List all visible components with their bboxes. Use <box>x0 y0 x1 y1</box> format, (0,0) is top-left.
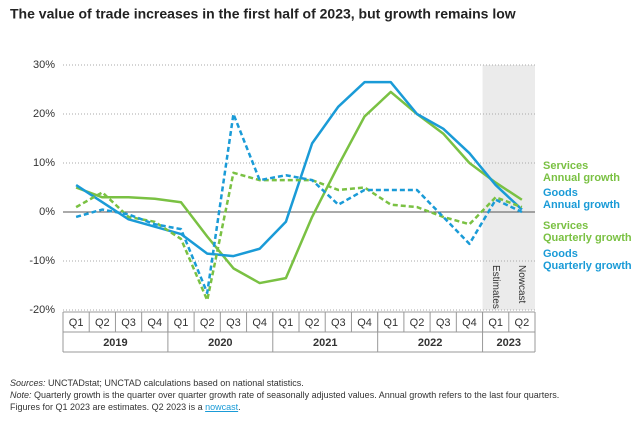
series-line <box>75 171 523 302</box>
x-tick-label: Q2 <box>200 317 215 329</box>
x-tick-label: Q4 <box>462 317 477 329</box>
note-text-2: Figures for Q1 2023 are estimates. Q2 20… <box>10 402 206 412</box>
y-tick-label: -10% <box>29 255 55 267</box>
legend-entry: Services Quarterly growth <box>543 220 632 244</box>
x-tick-label: Q3 <box>331 317 346 329</box>
note-2: Figures for Q1 2023 are estimates. Q2 20… <box>10 402 241 412</box>
sources-text: UNCTADstat; UNCTAD calculations based on… <box>45 378 304 388</box>
x-tick-label: Q1 <box>488 317 503 329</box>
y-tick-label: -20% <box>29 304 55 316</box>
year-label: 2021 <box>313 337 337 349</box>
year-label: 2023 <box>497 337 521 349</box>
x-tick-label: Q2 <box>305 317 320 329</box>
x-tick-label: Q2 <box>410 317 425 329</box>
x-tick-label: Q1 <box>279 317 294 329</box>
chart-title: The value of trade increases in the firs… <box>10 6 516 22</box>
year-label: 2022 <box>418 337 442 349</box>
note-text: Quarterly growth is the quarter over qua… <box>31 390 560 400</box>
year-label: 2019 <box>103 337 127 349</box>
x-tick-label: Q1 <box>69 317 84 329</box>
x-tick-label: Q4 <box>252 317 267 329</box>
series-line <box>75 112 523 295</box>
x-tick-label: Q2 <box>95 317 110 329</box>
x-tick-label: Q4 <box>357 317 372 329</box>
x-tick-label: Q1 <box>174 317 189 329</box>
year-label: 2020 <box>208 337 232 349</box>
y-tick-label: 0% <box>39 206 55 218</box>
y-tick-label: 10% <box>33 157 55 169</box>
note: Note: Quarterly growth is the quarter ov… <box>10 390 559 400</box>
series-line <box>75 80 523 258</box>
sources: Sources: UNCTADstat; UNCTAD calculations… <box>10 378 304 388</box>
note-label: Note: <box>10 390 32 400</box>
legend-entry: Goods Annual growth <box>543 187 620 211</box>
x-tick-label: Q3 <box>226 317 241 329</box>
x-tick-label: Q3 <box>121 317 136 329</box>
series-line <box>75 90 523 285</box>
x-tick-label: Q2 <box>515 317 530 329</box>
legend-entry: Services Annual growth <box>543 160 620 184</box>
x-tick-label: Q1 <box>383 317 398 329</box>
legend-entry: Goods Quarterly growth <box>543 248 632 272</box>
shaded-label: Estimates <box>490 265 501 309</box>
sources-label: Sources: <box>10 378 46 388</box>
x-tick-label: Q4 <box>147 317 162 329</box>
x-tick-label: Q3 <box>436 317 451 329</box>
shaded-label: Nowcast <box>516 265 527 304</box>
shaded-region <box>482 65 535 310</box>
note-end: . <box>238 402 241 412</box>
y-tick-label: 20% <box>33 108 55 120</box>
y-tick-label: 30% <box>33 59 55 71</box>
nowcast-link[interactable]: nowcast <box>205 402 239 412</box>
